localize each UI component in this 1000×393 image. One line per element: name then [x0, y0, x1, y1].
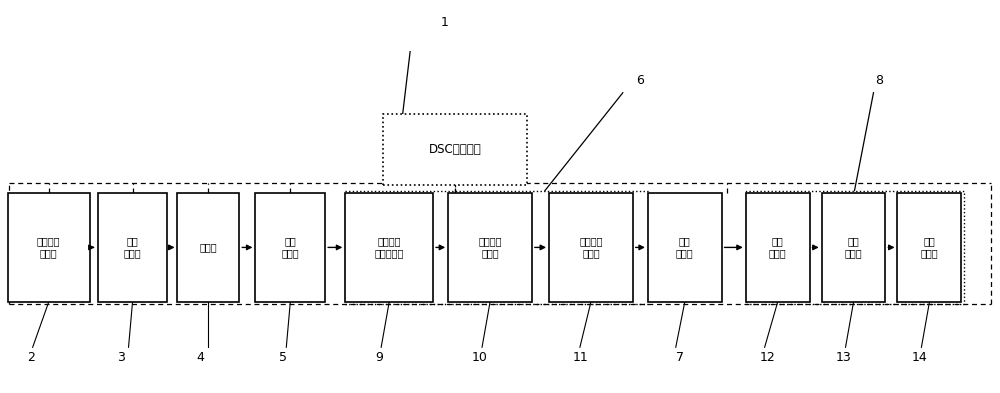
Bar: [255, 193, 325, 302]
Bar: [383, 114, 527, 185]
Text: 二级短程
蒸发器: 二级短程 蒸发器: [478, 236, 502, 259]
Text: 14: 14: [912, 351, 927, 364]
Text: 12: 12: [760, 351, 776, 364]
Bar: [746, 193, 810, 302]
Bar: [8, 193, 90, 302]
Text: 反应物料
混合器: 反应物料 混合器: [37, 236, 60, 259]
Bar: [746, 191, 964, 304]
Text: 一级刮板
薄膜蒸发器: 一级刮板 薄膜蒸发器: [374, 236, 404, 259]
Text: 冷凝器: 冷凝器: [200, 242, 217, 252]
Bar: [897, 193, 961, 302]
Text: 一级
脱色塔: 一级 脱色塔: [769, 236, 786, 259]
Text: 二级
脱色塔: 二级 脱色塔: [845, 236, 862, 259]
Text: 13: 13: [836, 351, 851, 364]
Bar: [98, 193, 167, 302]
Text: DSC控制系统: DSC控制系统: [429, 143, 481, 156]
Text: 三级
脱色塔: 三级 脱色塔: [921, 236, 938, 259]
Text: 连续
反应器: 连续 反应器: [124, 236, 141, 259]
Bar: [549, 193, 633, 302]
Bar: [345, 191, 648, 304]
Text: 产品
调配器: 产品 调配器: [676, 236, 694, 259]
Text: 4: 4: [196, 351, 204, 364]
Text: 9: 9: [375, 351, 383, 364]
Text: 6: 6: [636, 75, 644, 88]
Text: 8: 8: [875, 75, 883, 88]
Text: 三级短程
蒸发器: 三级短程 蒸发器: [579, 236, 603, 259]
Text: 3: 3: [117, 351, 124, 364]
Bar: [648, 193, 722, 302]
Bar: [822, 193, 885, 302]
Text: 7: 7: [676, 351, 684, 364]
Bar: [448, 193, 532, 302]
Bar: [345, 193, 433, 302]
Bar: [177, 193, 239, 302]
Text: 11: 11: [573, 351, 589, 364]
Text: 1: 1: [441, 16, 449, 29]
Text: 中和
反应器: 中和 反应器: [281, 236, 299, 259]
Text: 5: 5: [279, 351, 287, 364]
Text: 2: 2: [27, 351, 35, 364]
Text: 10: 10: [472, 351, 488, 364]
